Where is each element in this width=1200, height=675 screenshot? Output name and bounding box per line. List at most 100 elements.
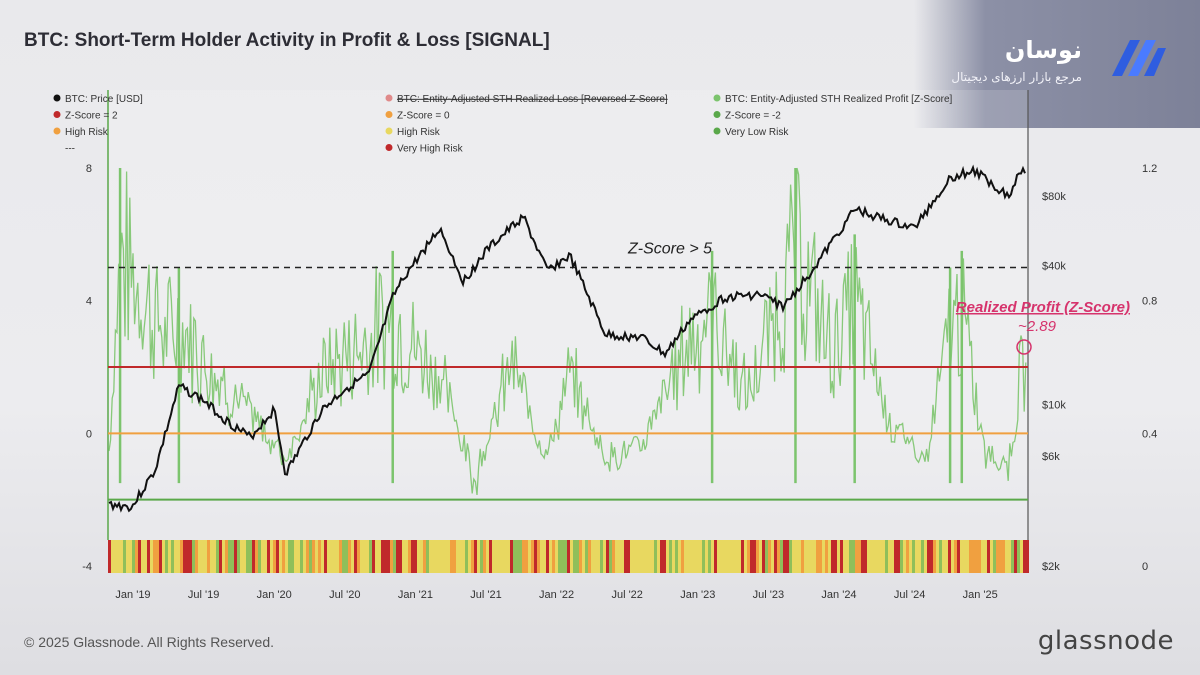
legend: BTC: Price [USD] BTC: Entity-Adjusted STH… [53, 94, 953, 155]
risk-band-cell [348, 540, 351, 573]
risk-band-cell [858, 540, 861, 573]
risk-band-cell [513, 540, 516, 573]
risk-band-cell [303, 540, 306, 573]
risk-band-cell [465, 540, 468, 573]
legend-label: Very High Risk [397, 144, 464, 155]
risk-band-cell [312, 540, 315, 573]
risk-band-cell [414, 540, 417, 573]
risk-band-cell [609, 540, 612, 573]
risk-band-cell [153, 540, 156, 573]
risk-band-cell [915, 540, 918, 573]
legend-label: Z-Score = 2 [65, 111, 118, 122]
page-title: BTC: Short-Term Holder Activity in Profi… [24, 30, 550, 51]
risk-band-cell [468, 540, 471, 573]
risk-band-cell [954, 540, 957, 573]
risk-band-cell [441, 540, 444, 573]
risk-band-cell [408, 540, 411, 573]
risk-band-cell [168, 540, 171, 573]
risk-band-cell [882, 540, 885, 573]
risk-band-cell [642, 540, 645, 573]
risk-band-cell [948, 540, 951, 573]
risk-band-cell [117, 540, 120, 573]
risk-band-cell [1005, 540, 1008, 573]
secondary-tick-label: 1.2 [1142, 163, 1157, 175]
risk-band-cell [849, 540, 852, 573]
risk-band-cell [939, 540, 942, 573]
risk-band-cell [372, 540, 375, 573]
risk-band-cell [753, 540, 756, 573]
risk-band-cell [969, 540, 972, 573]
risk-band-cell [678, 540, 681, 573]
risk-band-cell [834, 540, 837, 573]
risk-band-cell [828, 540, 831, 573]
risk-band-cell [1023, 540, 1026, 573]
risk-band-cell [978, 540, 981, 573]
risk-band-cell [669, 540, 672, 573]
risk-band-cell [444, 540, 447, 573]
risk-band-cell [219, 540, 222, 573]
legend-marker [53, 127, 61, 135]
risk-band-cell [582, 540, 585, 573]
risk-band-cell [363, 540, 366, 573]
risk-band-cell [510, 540, 513, 573]
risk-band-cell [681, 540, 684, 573]
brand-subtitle: مرجع بازار ارزهای دیجیتال [951, 70, 1082, 84]
risk-band-cell [477, 540, 480, 573]
risk-band-cell [798, 540, 801, 573]
risk-band-cell [327, 540, 330, 573]
risk-band-cell [786, 540, 789, 573]
x-tick-label: Jan '23 [680, 589, 715, 601]
risk-band-cell [336, 540, 339, 573]
risk-band-cell [810, 540, 813, 573]
risk-band-cell [564, 540, 567, 573]
risk-band-cell [738, 540, 741, 573]
risk-band-cell [189, 540, 192, 573]
legend-marker [53, 111, 61, 118]
reference-line-label: Z-Score > 5 [627, 241, 712, 258]
risk-band-cell [453, 540, 456, 573]
risk-band-cell [951, 540, 954, 573]
risk-band-cell [804, 540, 807, 573]
risk-band-cell [963, 540, 966, 573]
risk-band-cell [216, 540, 219, 573]
risk-band-cell [1002, 540, 1005, 573]
risk-band-cell [942, 540, 945, 573]
risk-band-cell [375, 540, 378, 573]
risk-band-cell [921, 540, 924, 573]
risk-band-cell [891, 540, 894, 573]
footer-logo: glassnode [1037, 626, 1174, 656]
risk-band-cell [438, 540, 441, 573]
risk-band-cell [933, 540, 936, 573]
risk-band-cell [360, 540, 363, 573]
legend-label: BTC: Entity-Adjusted STH Realized Profit… [725, 94, 953, 105]
risk-band-cell [387, 540, 390, 573]
risk-band-cell [135, 540, 138, 573]
risk-band-cell [972, 540, 975, 573]
risk-band-cell [897, 540, 900, 573]
risk-band-cell [759, 540, 762, 573]
risk-band-cell [825, 540, 828, 573]
risk-band-cell [585, 540, 588, 573]
risk-band-cell [237, 540, 240, 573]
risk-band-cell [762, 540, 765, 573]
risk-band-cell [567, 540, 570, 573]
risk-band-cell [474, 540, 477, 573]
risk-band-cell [675, 540, 678, 573]
risk-band-cell [471, 540, 474, 573]
risk-band-cell [276, 540, 279, 573]
risk-band-cell [927, 540, 930, 573]
risk-band-cell [534, 540, 537, 573]
risk-band-cell [306, 540, 309, 573]
risk-band-cell [429, 540, 432, 573]
risk-band-cell [957, 540, 960, 573]
risk-band-cell [1008, 540, 1011, 573]
risk-band-cell [930, 540, 933, 573]
risk-band-cell [399, 540, 402, 573]
secondary-tick-label: 0.8 [1142, 296, 1157, 308]
risk-band-cell [900, 540, 903, 573]
risk-band-cell [504, 540, 507, 573]
risk-band-cell [651, 540, 654, 573]
risk-band-cell [837, 540, 840, 573]
risk-band-cell [147, 540, 150, 573]
risk-band-cell [141, 540, 144, 573]
